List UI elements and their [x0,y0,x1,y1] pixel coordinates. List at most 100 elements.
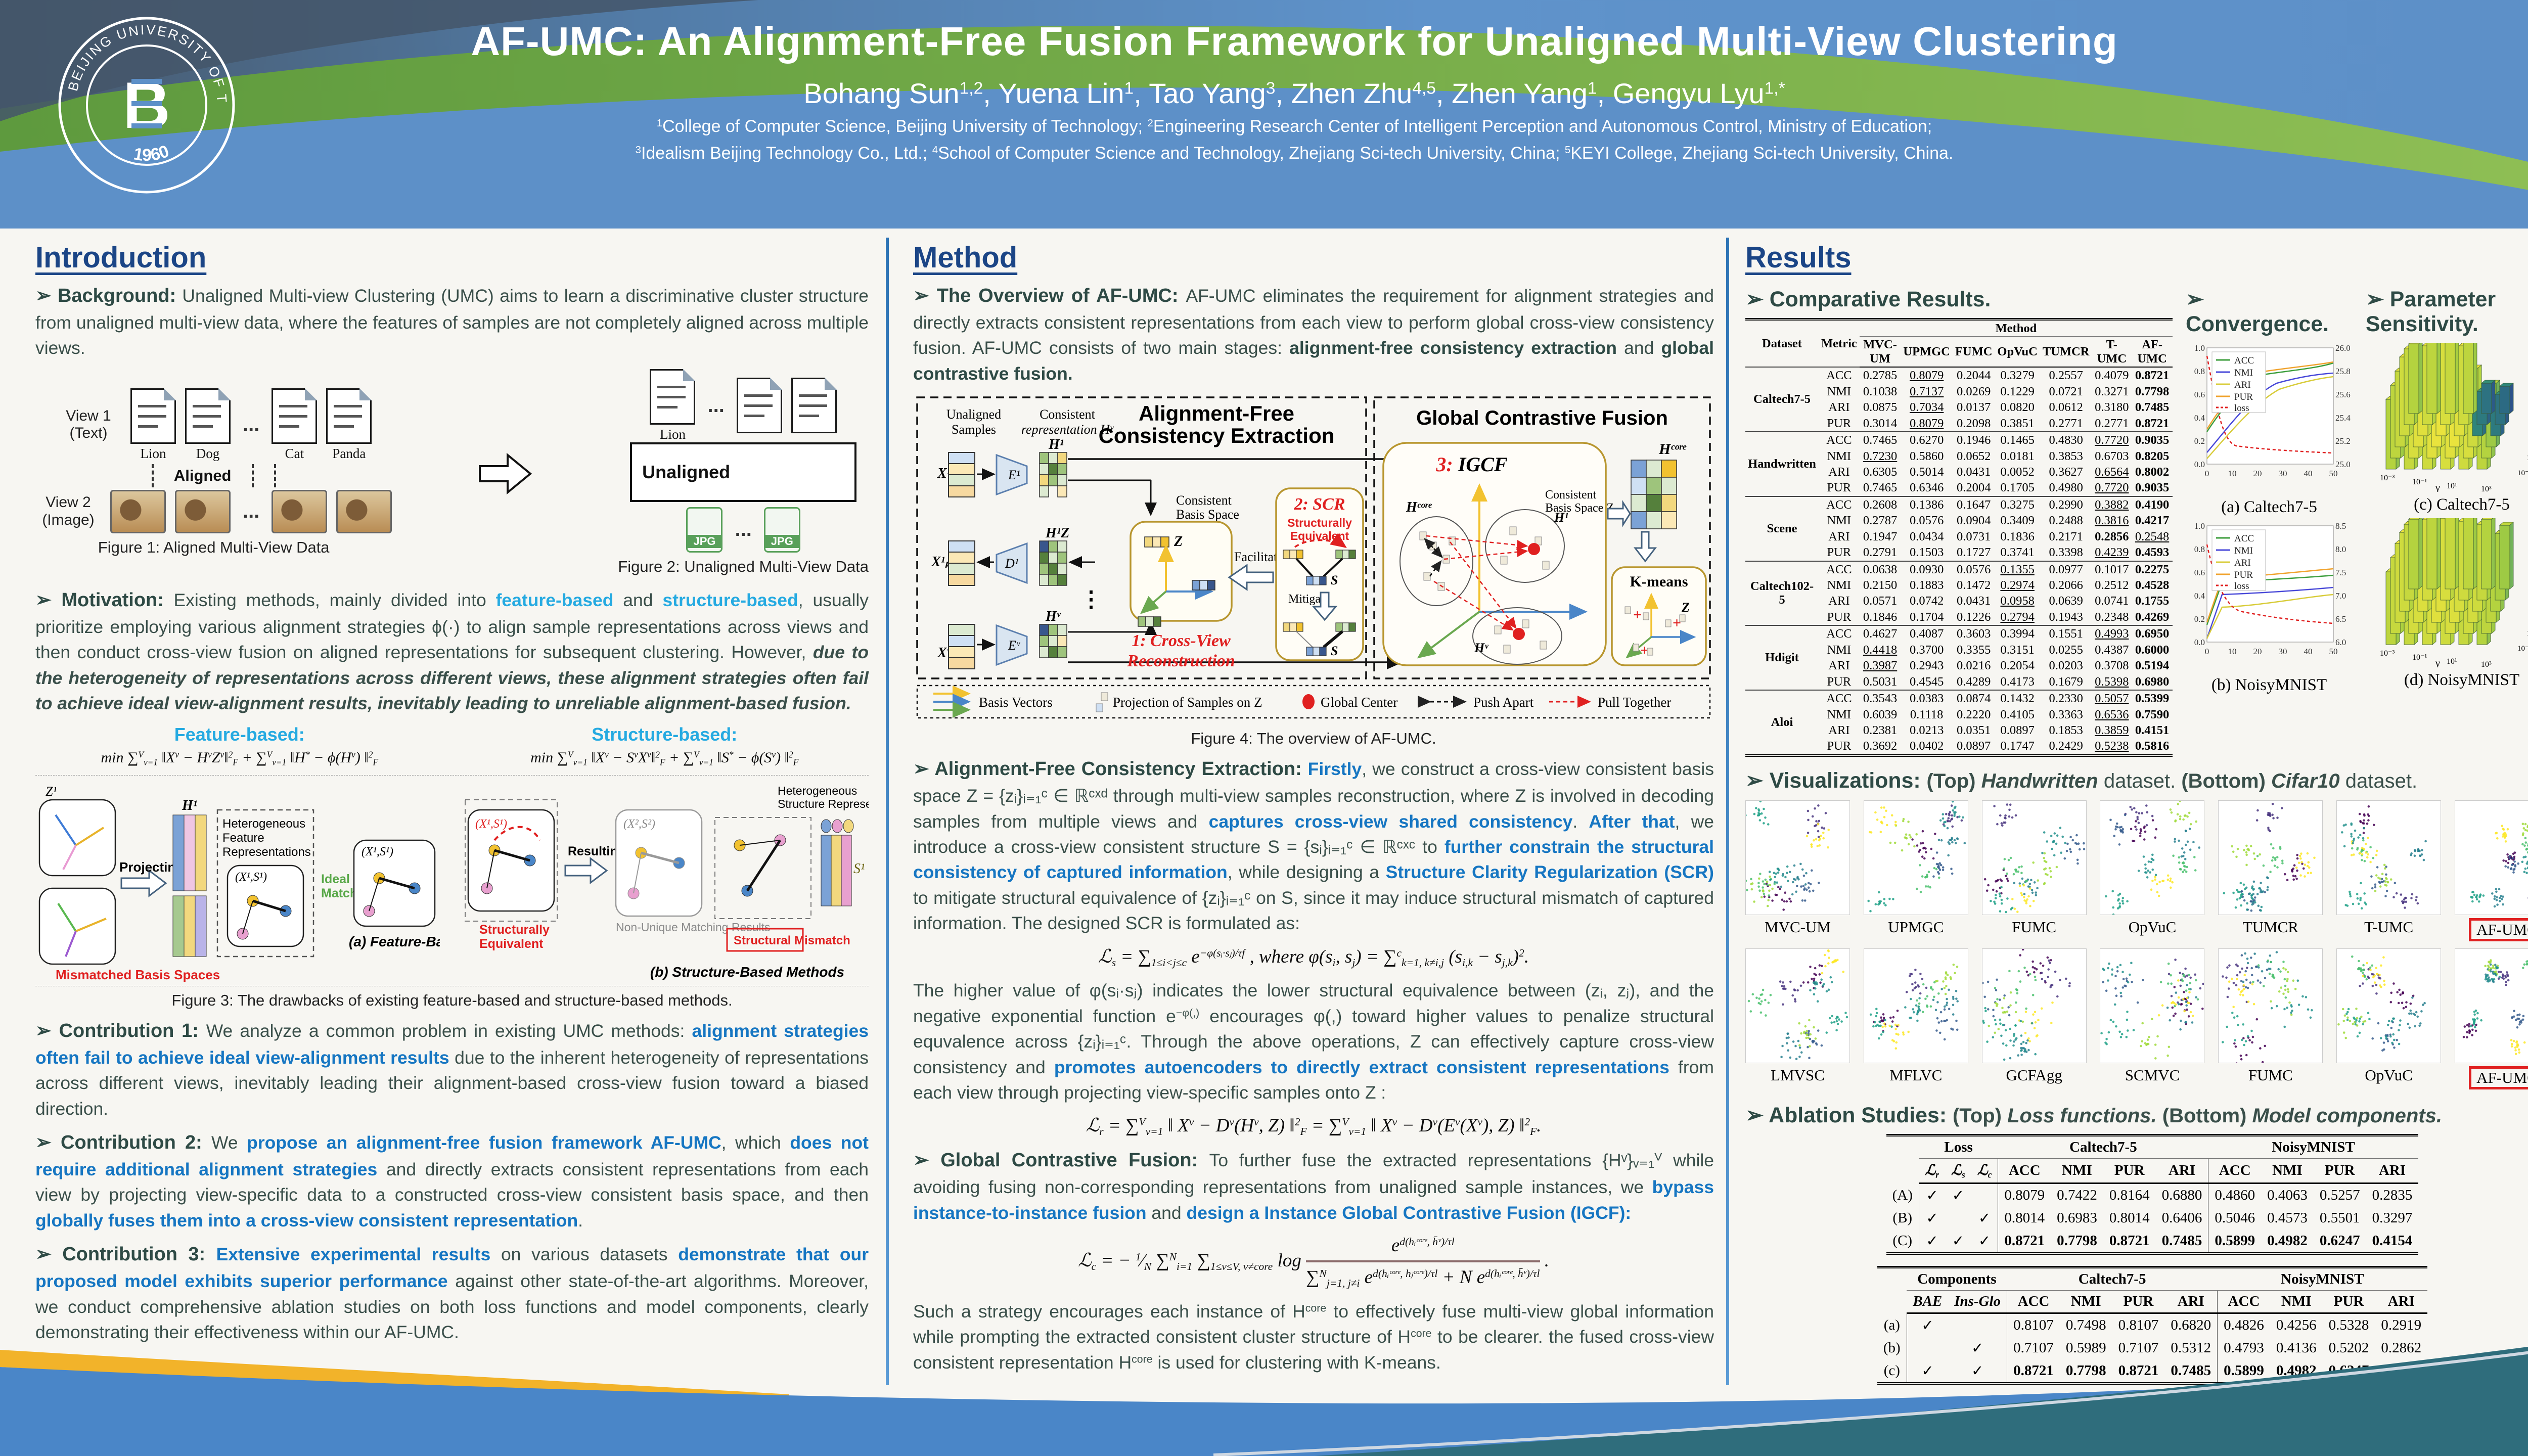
text-segment: N [1169,1251,1177,1263]
text-segment: The Overview of AF-UMC [936,285,1172,306]
svg-text:ACC: ACC [2234,355,2254,366]
svg-text:+: + [1673,615,1681,631]
value-cell: 0.1705 [2000,481,2035,495]
value-cell: 0.4627 [1859,625,1901,642]
metric-header: NMI [2261,1158,2314,1185]
text-segment: encourages φ(,) toward higher values to … [913,1006,1714,1077]
text-segment: , while designing a [1227,862,1386,883]
text-segment: Idealism Beijing Technology Co., Ltd.; [641,144,932,163]
tsne-plot-mvc-um [1745,800,1850,915]
text-segment: Alignment-Free Consistency Extraction [934,758,1296,780]
value-cell: 0.8014 [2004,1210,2045,1226]
text-segment: Background [57,285,170,306]
value-cell: 0.4545 [1909,674,1944,689]
text-segment: − s [1472,946,1502,967]
feature-based-label: Feature-based: [174,724,305,745]
text-segment: d(hᵢᶜᵒʳᵉ, h̄ᵛ)/τl [1485,1267,1540,1280]
text-segment: , usually prioritize employing various a… [35,589,869,663]
text-segment: ) ‖ [776,749,789,766]
metric-header: ARI [2375,1290,2428,1314]
fig1-view2-row: View 2 (Image) ... [35,489,392,533]
text-segment: on various datasets [490,1244,679,1265]
text-segment: ‖S [713,749,729,766]
text-segment: ➢ [1745,287,1770,311]
svg-text:ARI: ARI [2234,558,2251,568]
text-segment: v=1 [1348,1125,1367,1138]
table-row: NMI 0.4418 0.3700 0.3355 0.3151 0.0255 0.4387 0… [1745,642,2173,658]
svg-text:PUR: PUR [2234,570,2253,580]
text-segment: Handwritten [1981,769,2098,792]
view2-subtitle: (Image) [42,511,95,528]
svg-text:H¹: H¹ [1048,437,1064,452]
tsne-item: MFLVC [1863,948,1968,1089]
aligned-dash-arrow [151,464,154,487]
value-cell: 0.0741 [2095,594,2129,608]
text-segment: V [1342,1116,1349,1128]
value-cell: 0.0383 [1901,690,1953,707]
svg-text:⋮: ⋮ [1080,587,1102,612]
document-icon [791,378,837,434]
table-row: NMI 0.7230 0.5860 0.0652 0.0181 0.3853 0.6703 0… [1745,448,2173,464]
svg-text:PUR: PUR [2234,392,2253,402]
check-cell [1971,1183,1999,1207]
value-cell: 0.3279 [1995,367,2040,384]
comparative-table: Dataset Metric Method MVC-UM UPMGC FUMC OpVuC T… [1745,318,2173,757]
value-cell: 0.3543 [1859,690,1901,707]
value-cell: 0.7798 [2057,1233,2097,1249]
text-segment: c [1091,1260,1097,1272]
value-cell: 0.5014 [1909,465,1944,479]
svg-text:loss: loss [2234,581,2249,592]
text-segment: V [1139,1116,1146,1128]
text-segment: due to the inherent heterogeneity of rep… [35,1047,869,1119]
value-cell: 0.6980 [2135,674,2170,689]
text-segment: i,k [1462,956,1473,969]
svg-text:25.2: 25.2 [2335,436,2351,446]
value-cell: 0.4593 [2135,545,2170,560]
text-segment: v [647,749,651,760]
text-segment: core [1132,1353,1153,1365]
text-segment: v [772,749,776,760]
tsne-label: UPMGC [1888,918,1944,936]
text-segment: , Zhen Zhu [1275,77,1413,109]
subscript: s [1961,1169,1965,1180]
poster-title: AF-UMC: An Alignment-Free Fusion Framewo… [471,19,2118,64]
text-segment: + N e [1437,1267,1485,1288]
svg-text:K-means: K-means [1630,573,1688,590]
axis-tick: 10⁻³ [2517,469,2528,477]
motivation-paragraph: ➢ Motivation: Existing methods, mainly d… [35,587,869,716]
document-icon [736,378,782,434]
text-segment: + ∑ [238,749,267,766]
text-segment: v=1 [143,757,158,767]
tsne-label: SCMVC [2125,1066,2180,1084]
text-segment: 2 [1147,117,1153,129]
value-cell: 0.8721 [2132,367,2173,384]
text-segment: to mitigate structural equivalence of {z… [913,887,1714,934]
convergence-block: ➢ Convergence. 1.0 0.8 0.6 0.4 0.2 0.0 26.0… [2186,282,2353,757]
axis-tick: γ [2435,658,2440,667]
value-cell: 0.3882 [2092,495,2132,513]
svg-text:Projection of Samples on Z: Projection of Samples on Z [1113,695,1262,710]
text-segment: . [578,1210,583,1231]
text-segment: N [1144,1260,1152,1272]
tsne-plot-opvuc [2336,948,2442,1063]
text-segment: from each view through projecting view-s… [913,1057,1714,1103]
value-cell: 0.6000 [2135,643,2170,657]
loss-col-header: ℒs [1945,1158,1971,1185]
svg-text:40: 40 [2304,469,2313,478]
table-row: ARI 0.2381 0.0213 0.0351 0.0897 0.1853 0.3859 0… [1745,722,2173,738]
param-c-caption: (c) Caltech7-5 [2414,495,2510,514]
value-cell: 0.2512 [2095,578,2129,592]
text-segment: V [694,749,699,760]
value-cell: 0.0576 [1952,560,1995,577]
value-cell: 0.1465 [1995,431,2040,448]
text-segment: Global Contrastive Fusion [940,1150,1192,1171]
svg-text:25.4: 25.4 [2335,413,2351,423]
text-segment: * [305,749,310,760]
value-cell: 0.1472 [1956,578,1991,592]
svg-text:Hᵛ: Hᵛ [1474,641,1488,655]
text-segment: − S [608,749,634,766]
subscript: c [1988,1169,1992,1180]
text-segment: 4 [932,144,938,156]
ablation-components-table: Components Caltech7-5 NoisyMNIST BAE Ins-Glo… [1745,1266,2528,1385]
text-segment: core [1411,1327,1432,1340]
